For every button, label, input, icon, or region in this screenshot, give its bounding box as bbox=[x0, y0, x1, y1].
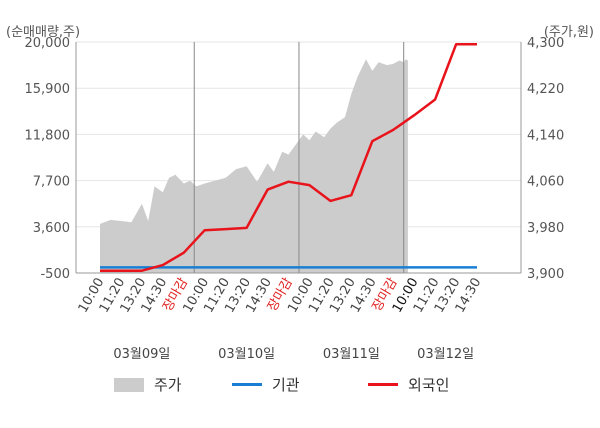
left-tick-label: 20,000 bbox=[25, 36, 71, 51]
price-area-layer bbox=[100, 59, 408, 273]
legend-item-institution: 기관 bbox=[232, 374, 300, 395]
legend-label-price: 주가 bbox=[154, 376, 182, 394]
day-labels: 03월09일 03월10일 03월11일 03월12일 bbox=[113, 347, 474, 362]
right-tick-label: 3,900 bbox=[527, 267, 564, 282]
left-tick-label: 3,600 bbox=[33, 221, 70, 236]
day-separator-lines bbox=[193, 42, 405, 273]
left-axis-unit: (순매매량,주) bbox=[6, 25, 80, 40]
right-tick-label: 4,300 bbox=[527, 36, 564, 51]
foreign-line bbox=[100, 43, 477, 272]
x-tick-labels: 10:0011:2013:2014:30장마감10:0011:2013:2014… bbox=[76, 275, 485, 315]
legend-item-price: 주가 bbox=[114, 374, 182, 395]
legend-label-foreign: 외국인 bbox=[408, 376, 450, 394]
trading-lines-layer bbox=[100, 43, 477, 272]
axes bbox=[75, 42, 522, 274]
legend-item-foreign: 외국인 bbox=[368, 374, 449, 395]
left-tick-label: 11,800 bbox=[25, 128, 71, 143]
right-tick-label: 4,060 bbox=[527, 175, 564, 190]
day-label: 03월09일 bbox=[113, 347, 170, 362]
right-tick-label: 4,140 bbox=[527, 128, 564, 143]
day-label: 03월12일 bbox=[417, 347, 474, 362]
price-area bbox=[100, 59, 408, 273]
left-tick-label: 7,700 bbox=[33, 175, 70, 190]
y-tick-labels: 20,000 15,900 11,800 7,700 3,600 -500 4,300 4,2… bbox=[25, 36, 565, 282]
right-tick-label: 4,220 bbox=[527, 82, 564, 97]
right-axis-unit: (주가,원) bbox=[544, 25, 594, 40]
right-tick-label: 3,980 bbox=[527, 221, 564, 236]
left-tick-label: 15,900 bbox=[25, 82, 71, 97]
day-label: 03월10일 bbox=[218, 347, 275, 362]
legend-label-institution: 기관 bbox=[272, 376, 300, 394]
left-tick-label: -500 bbox=[40, 267, 70, 282]
legend-swatch-institution bbox=[232, 383, 262, 386]
chart-legend: 주가 기관 외국인 bbox=[0, 374, 600, 398]
legend-swatch-price bbox=[114, 377, 144, 392]
legend-swatch-foreign bbox=[368, 383, 398, 386]
day-label: 03월11일 bbox=[323, 347, 380, 362]
